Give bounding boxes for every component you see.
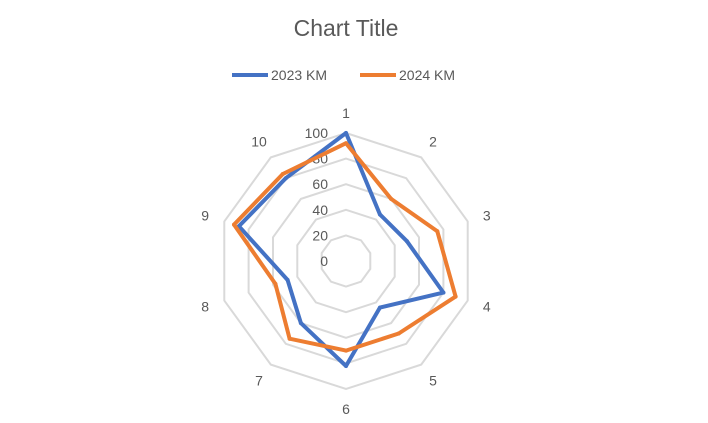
data-point-2-7 — [287, 336, 292, 341]
data-point-2-6 — [344, 348, 348, 353]
data-point-1-1 — [344, 131, 348, 135]
data-point-1-10 — [283, 176, 288, 181]
grid-ring-80 — [247, 157, 445, 365]
radar-category-labels: 1 2 3 4 5 6 7 8 9 10 — [201, 105, 491, 417]
grid-ring-60 — [272, 183, 420, 339]
data-point-1-3 — [404, 239, 409, 244]
data-point-2-3 — [435, 229, 440, 234]
data-point-1-7 — [298, 321, 303, 326]
category-label-7: 7 — [255, 373, 263, 389]
tick-label-0: 0 — [320, 253, 328, 269]
data-point-2-8 — [273, 281, 278, 286]
chart-title: Chart Title — [294, 15, 399, 41]
data-point-2-2 — [389, 196, 394, 201]
legend: 2023 KM 2024 KM — [232, 67, 455, 83]
grid-ring-40 — [296, 208, 396, 314]
data-point-1-8 — [285, 278, 290, 282]
tick-label-20: 20 — [312, 227, 328, 243]
category-label-6: 6 — [342, 401, 350, 417]
data-point-1-2 — [377, 212, 382, 217]
category-label-9: 9 — [201, 207, 209, 223]
grid-ring-20 — [320, 234, 372, 288]
category-label-8: 8 — [201, 299, 209, 315]
category-label-1: 1 — [342, 105, 350, 121]
category-label-2: 2 — [429, 133, 437, 149]
category-label-3: 3 — [483, 207, 491, 223]
data-point-1-5 — [377, 305, 382, 310]
category-label-5: 5 — [429, 373, 437, 389]
tick-label-100: 100 — [305, 125, 329, 141]
data-point-1-6 — [344, 364, 348, 368]
data-point-2-5 — [396, 331, 401, 336]
series-line-2023-km — [236, 131, 446, 368]
tick-label-60: 60 — [312, 176, 328, 192]
legend-label-2024: 2024 KM — [399, 67, 455, 83]
data-point-2-9 — [232, 222, 236, 227]
data-point-2-10 — [280, 172, 285, 176]
data-point-2-4 — [453, 294, 458, 299]
grid-ring-100 — [223, 131, 469, 391]
legend-label-2023: 2023 KM — [271, 67, 327, 83]
radar-series — [232, 131, 458, 368]
category-label-10: 10 — [251, 133, 267, 149]
data-point-2-1 — [344, 141, 348, 146]
category-label-4: 4 — [483, 299, 491, 315]
tick-label-40: 40 — [312, 202, 328, 218]
data-point-1-4 — [441, 290, 446, 295]
